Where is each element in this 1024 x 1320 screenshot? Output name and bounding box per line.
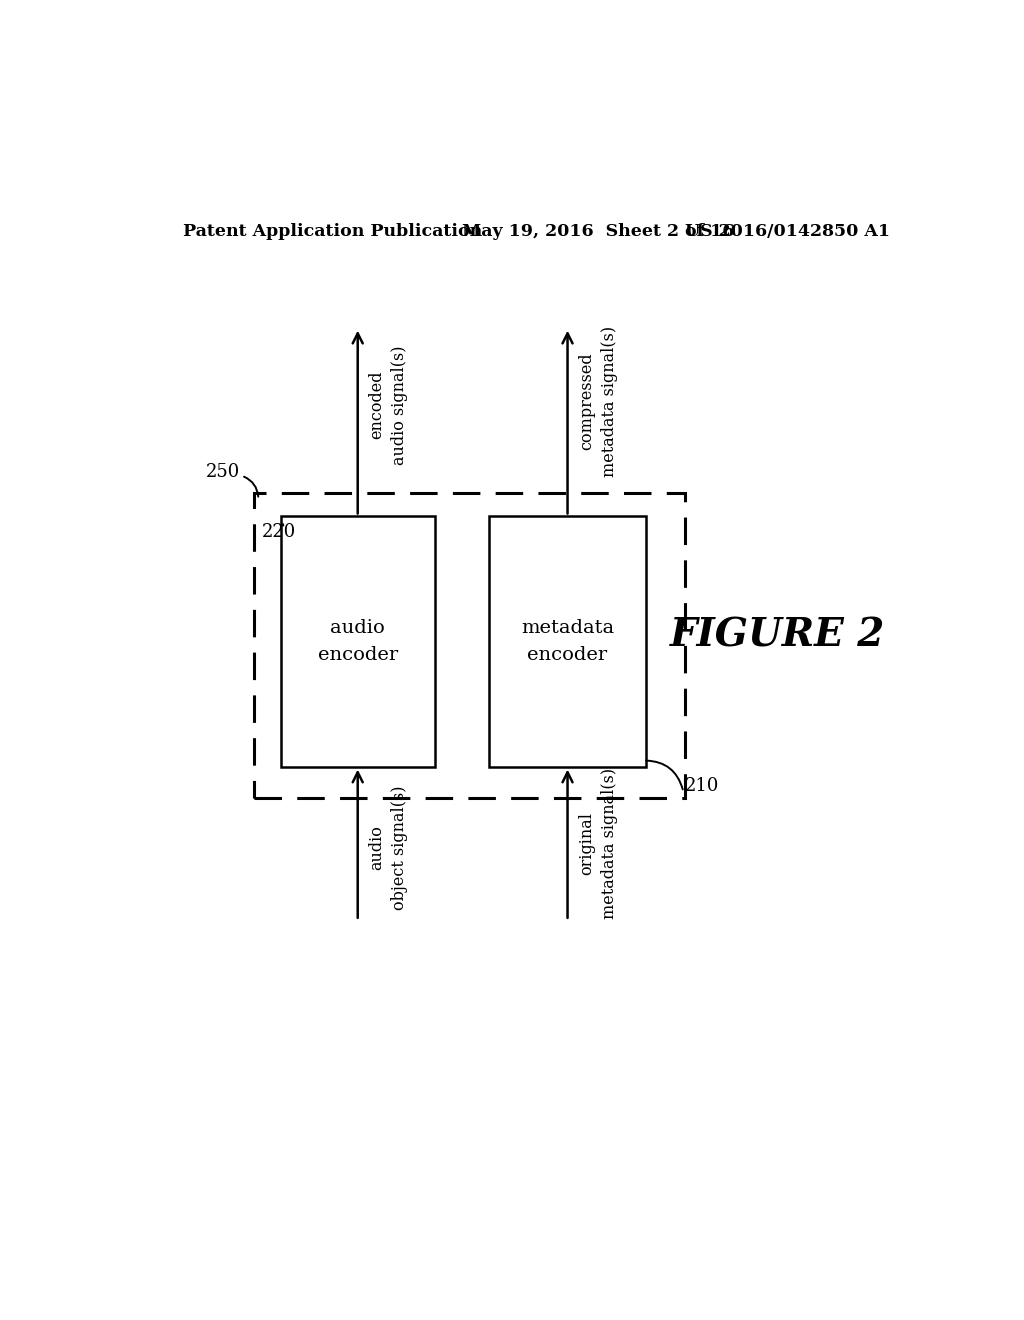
Text: FIGURE 2: FIGURE 2 — [670, 616, 885, 655]
Text: 210: 210 — [685, 777, 719, 795]
Text: Patent Application Publication: Patent Application Publication — [183, 223, 482, 240]
Text: compressed
metadata signal(s): compressed metadata signal(s) — [579, 326, 617, 477]
Text: audio
object signal(s): audio object signal(s) — [369, 785, 408, 909]
Text: original
metadata signal(s): original metadata signal(s) — [579, 768, 617, 919]
Text: US 2016/0142850 A1: US 2016/0142850 A1 — [685, 223, 890, 240]
Bar — [254, 494, 685, 797]
Bar — [281, 516, 435, 767]
Text: 220: 220 — [261, 523, 296, 541]
Text: audio
encoder: audio encoder — [317, 619, 397, 664]
Text: metadata
encoder: metadata encoder — [521, 619, 614, 664]
Text: May 19, 2016  Sheet 2 of 16: May 19, 2016 Sheet 2 of 16 — [462, 223, 734, 240]
Text: 250: 250 — [206, 463, 240, 480]
Text: encoded
audio signal(s): encoded audio signal(s) — [369, 345, 408, 465]
Bar — [488, 516, 646, 767]
